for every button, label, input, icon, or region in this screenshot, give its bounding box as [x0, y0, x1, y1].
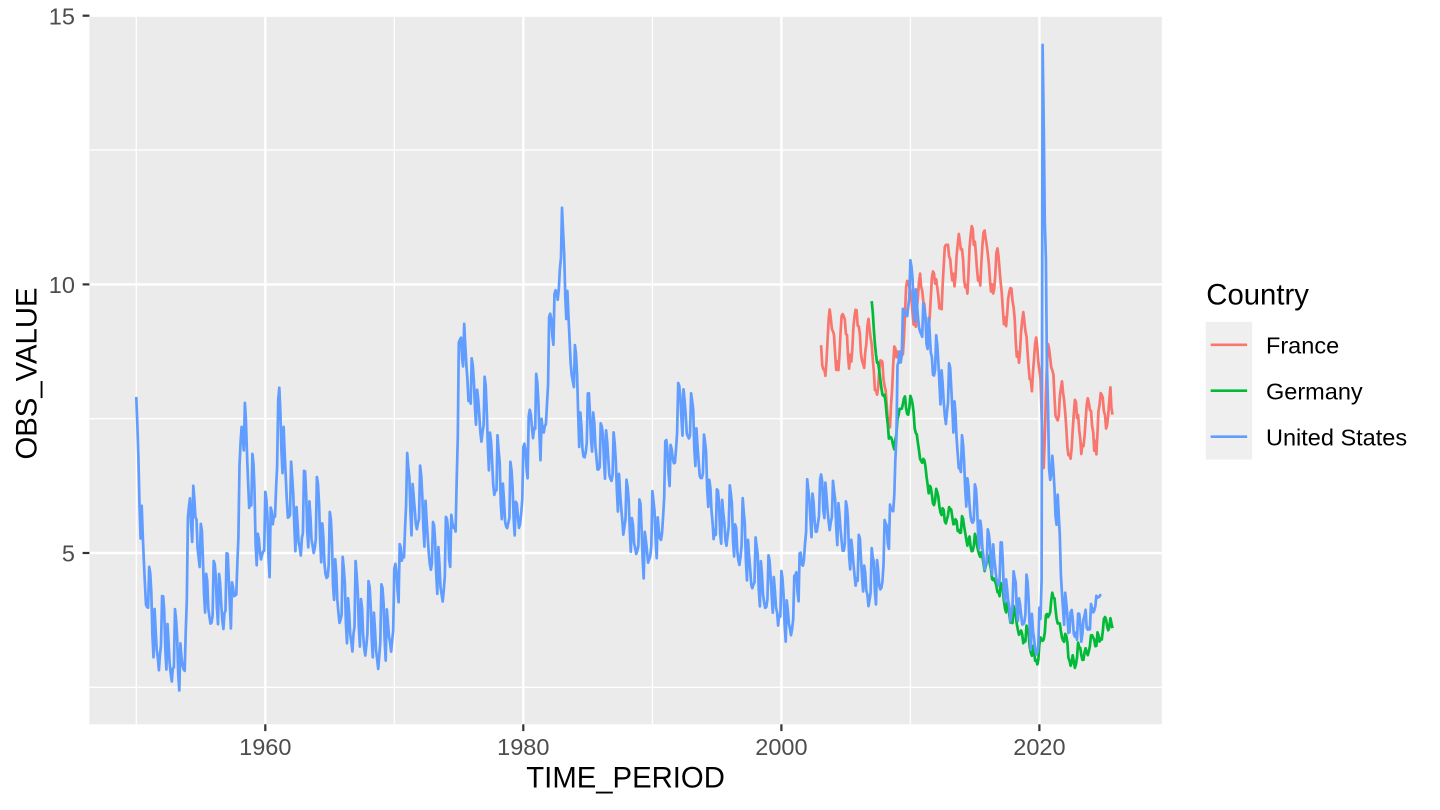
svg-text:15: 15	[49, 3, 75, 29]
svg-text:2000: 2000	[755, 734, 807, 760]
svg-text:1960: 1960	[239, 734, 291, 760]
svg-text:Germany: Germany	[1266, 378, 1363, 404]
svg-text:Country: Country	[1206, 279, 1309, 312]
svg-text:United States: United States	[1266, 424, 1407, 450]
svg-text:OBS_VALUE: OBS_VALUE	[11, 287, 44, 459]
svg-text:5: 5	[62, 541, 75, 567]
svg-text:10: 10	[49, 272, 75, 298]
svg-text:TIME_PERIOD: TIME_PERIOD	[526, 762, 725, 795]
svg-text:1980: 1980	[497, 734, 549, 760]
svg-text:2020: 2020	[1013, 734, 1065, 760]
svg-text:France: France	[1266, 333, 1339, 359]
